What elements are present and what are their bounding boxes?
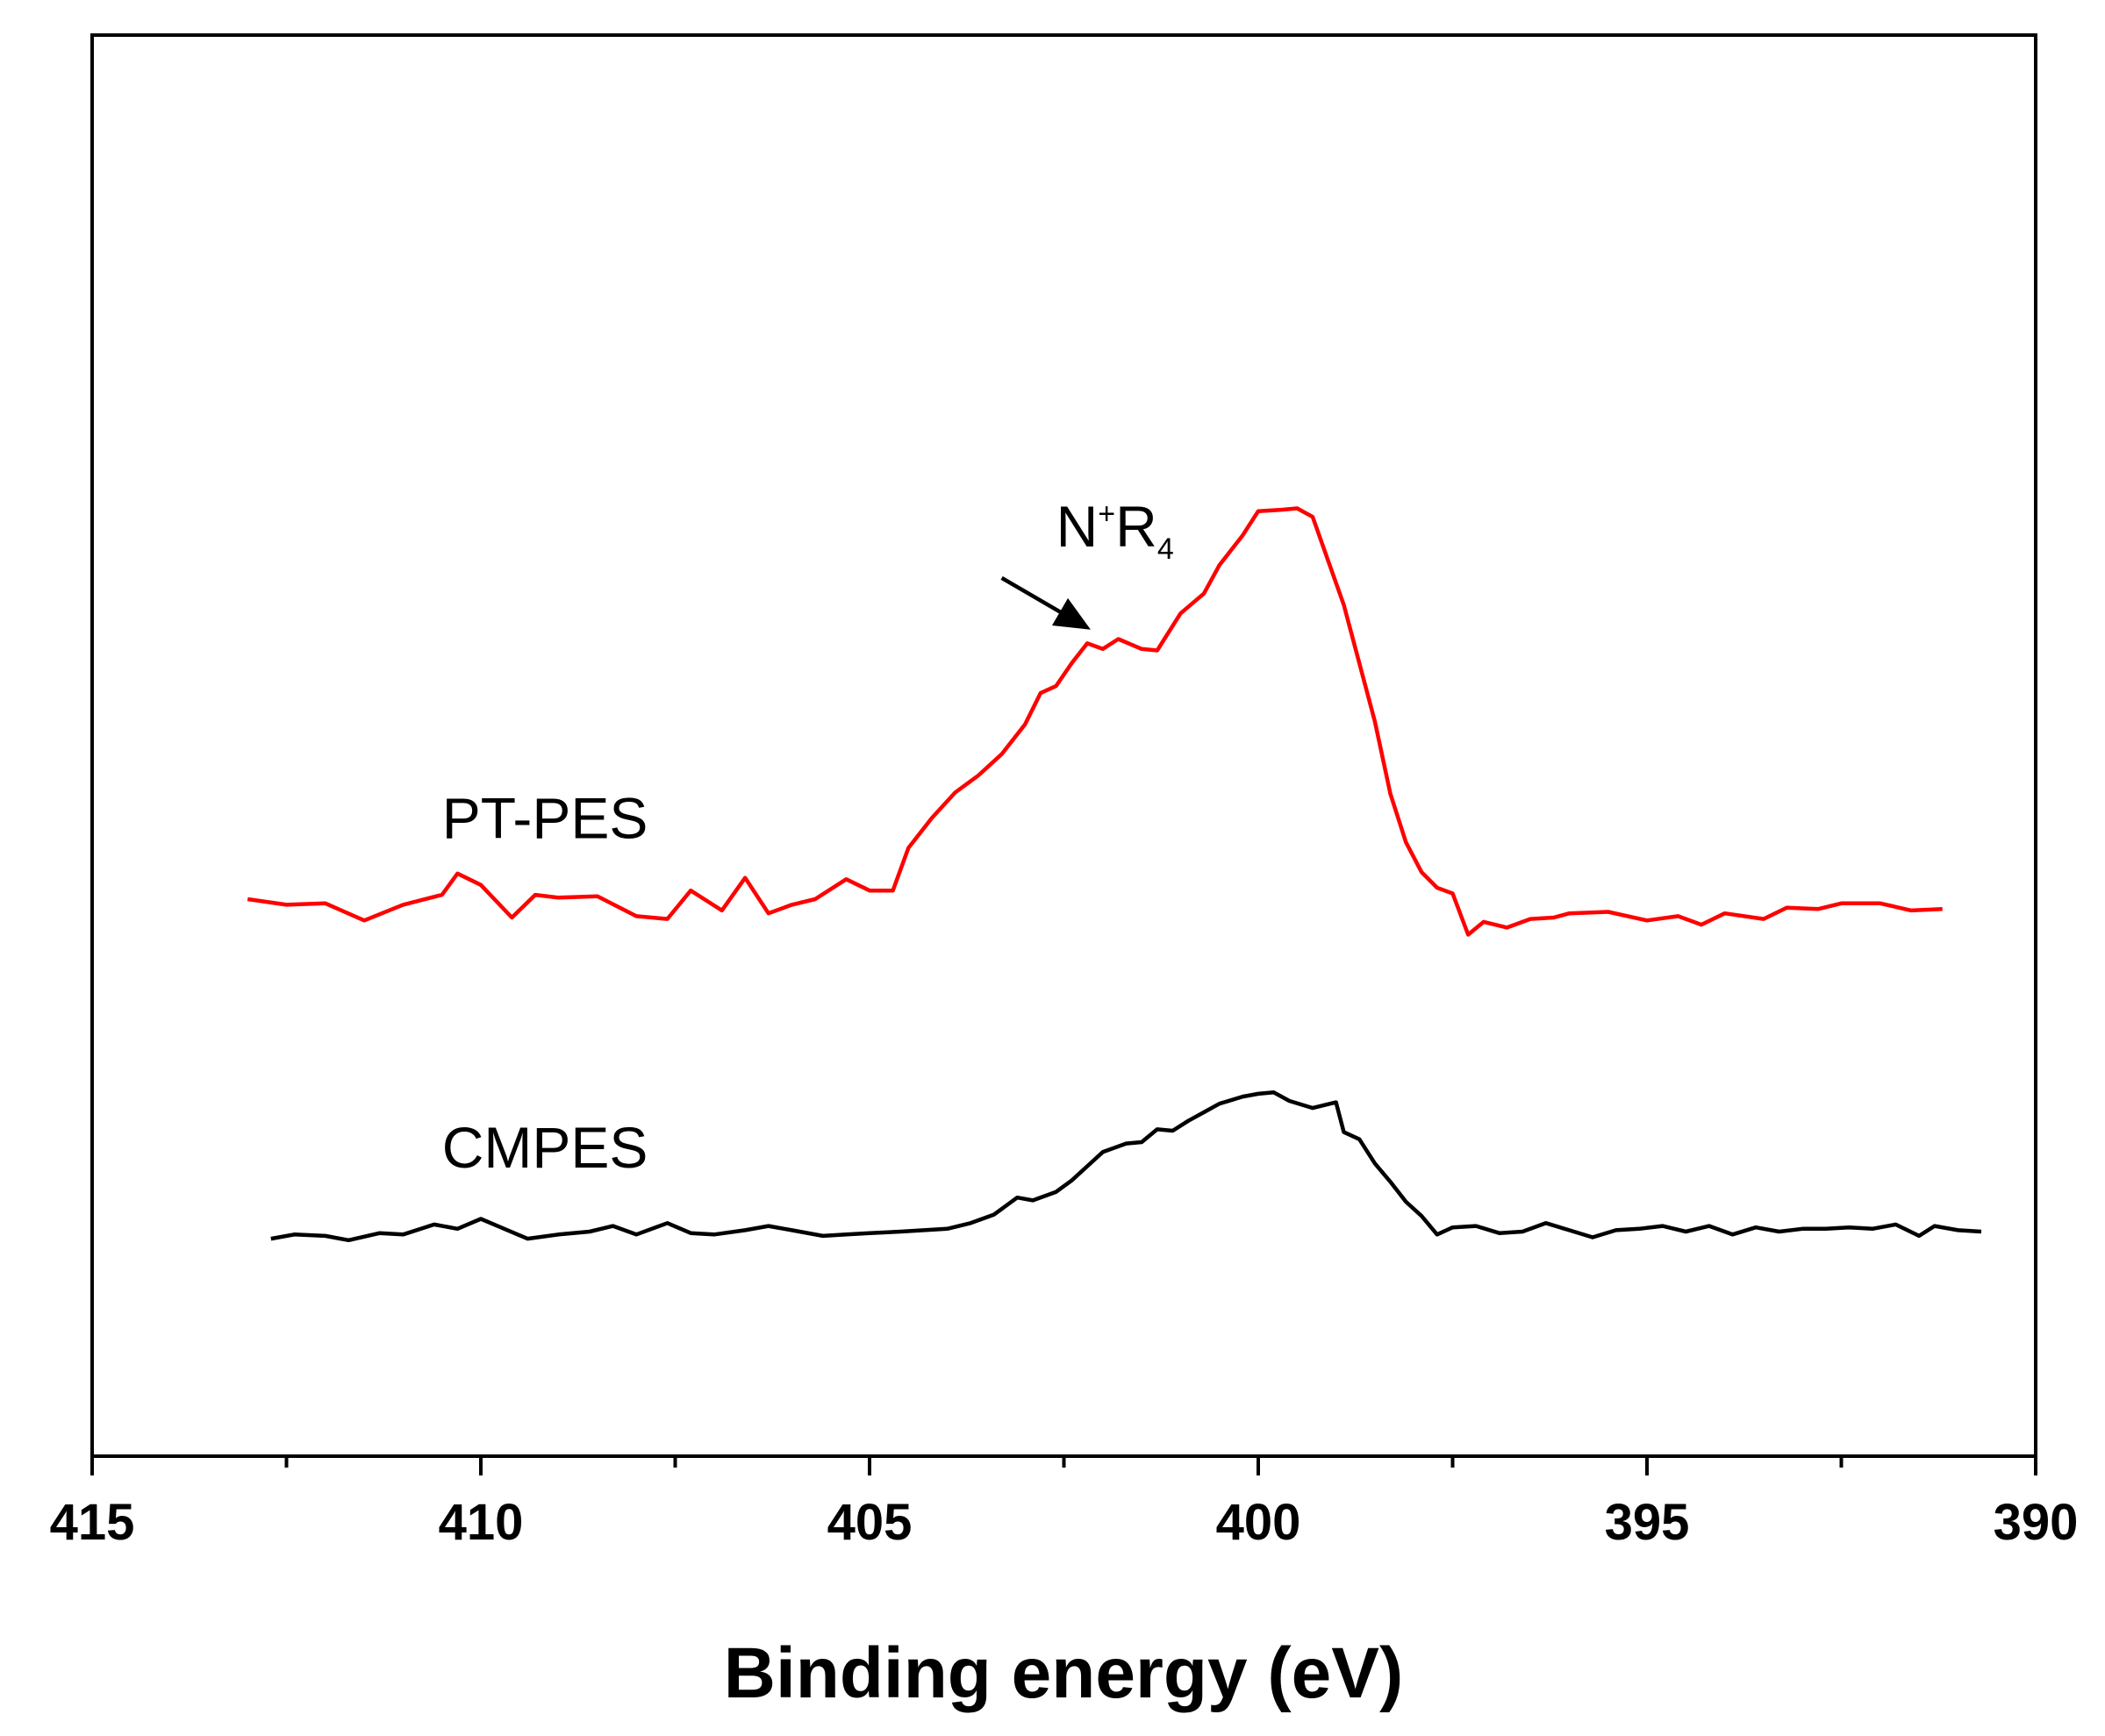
x-axis-title: Binding energy (eV) xyxy=(724,1633,1404,1713)
series-layer xyxy=(247,506,1982,1243)
x-tick-label: 400 xyxy=(1216,1494,1301,1551)
series-line-pt-pes xyxy=(247,506,1943,937)
series-line-cmpes xyxy=(270,1090,1982,1243)
x-tick-label: 405 xyxy=(827,1494,913,1551)
plot-frame xyxy=(90,33,2037,1458)
x-tick-label: 410 xyxy=(439,1494,524,1551)
annotation-layer: N+R4 xyxy=(1000,494,1174,630)
annotation-arrow xyxy=(1000,575,1091,630)
annotation-label: N+R4 xyxy=(1056,494,1174,566)
series-label: PT-PES xyxy=(442,785,648,850)
x-tick-label: 415 xyxy=(50,1494,135,1551)
x-tick-label: 395 xyxy=(1605,1494,1690,1551)
label-layer: PT-PES CMPES xyxy=(442,785,648,1180)
series-label: CMPES xyxy=(442,1115,648,1180)
x-axis-ticks: 415 410 405 400 395 390 xyxy=(50,1456,2079,1551)
x-tick-label: 390 xyxy=(1994,1494,2079,1551)
